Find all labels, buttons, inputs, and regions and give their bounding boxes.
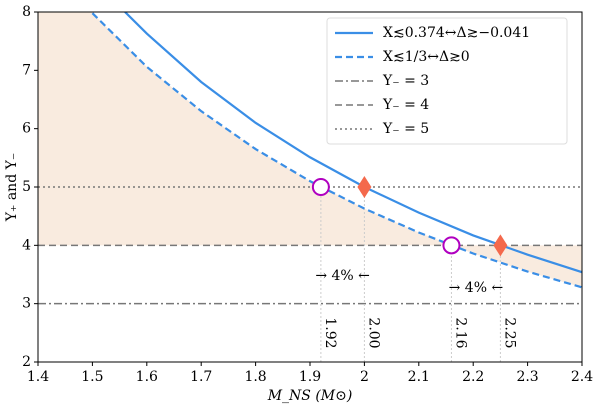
x-tick-label: 1.8 bbox=[244, 369, 266, 385]
marker bbox=[493, 234, 508, 257]
marker bbox=[357, 176, 372, 198]
marker bbox=[442, 236, 461, 255]
x-tick-label: 1.5 bbox=[81, 369, 103, 385]
legend-box bbox=[326, 17, 568, 145]
annotation: → 4% ← bbox=[315, 268, 370, 284]
x-tick-label: 2.1 bbox=[408, 369, 430, 385]
x-tick-label: 1.6 bbox=[136, 369, 158, 385]
legend-label: Y₋ = 5 bbox=[382, 121, 429, 137]
legend-label: X≲1/3↔Δ≳0 bbox=[383, 49, 470, 65]
y-axis-label: Y₊ and Y₋ bbox=[4, 153, 20, 223]
marker-guide-label: 2.25 bbox=[501, 317, 517, 348]
marker bbox=[311, 178, 330, 196]
legend-label: X≲0.374↔Δ≳−0.041 bbox=[383, 25, 530, 41]
x-tick-label: 2.2 bbox=[462, 369, 484, 385]
y-tick-label: 2 bbox=[22, 354, 31, 370]
y-tick-label: 7 bbox=[22, 62, 31, 78]
legend-label: Y₋ = 4 bbox=[382, 97, 429, 113]
y-tick-label: 8 bbox=[22, 4, 31, 20]
annotation: → 4% ← bbox=[449, 280, 504, 296]
marker-guide-label: 2.00 bbox=[365, 317, 381, 348]
shaded-region bbox=[38, 12, 582, 287]
x-tick-label: 1.4 bbox=[27, 369, 49, 385]
x-tick-label: 1.9 bbox=[299, 369, 321, 385]
x-axis-label: M_NS (M⊙) bbox=[267, 388, 353, 404]
series-line bbox=[91, 12, 582, 289]
y-tick-label: 4 bbox=[22, 237, 31, 253]
legend-label: Y₋ = 3 bbox=[382, 73, 429, 89]
y-tick-label: 3 bbox=[22, 296, 31, 312]
x-tick-label: 2.3 bbox=[516, 369, 538, 385]
y-tick-label: 6 bbox=[22, 121, 31, 137]
x-tick-label: 1.7 bbox=[190, 369, 212, 385]
x-tick-label: 2.4 bbox=[571, 369, 593, 385]
marker-guide-label: 2.16 bbox=[452, 317, 468, 348]
marker-guide-label: 1.92 bbox=[322, 317, 338, 348]
y-tick-label: 5 bbox=[22, 179, 31, 195]
x-tick-label: 2 bbox=[360, 369, 369, 385]
